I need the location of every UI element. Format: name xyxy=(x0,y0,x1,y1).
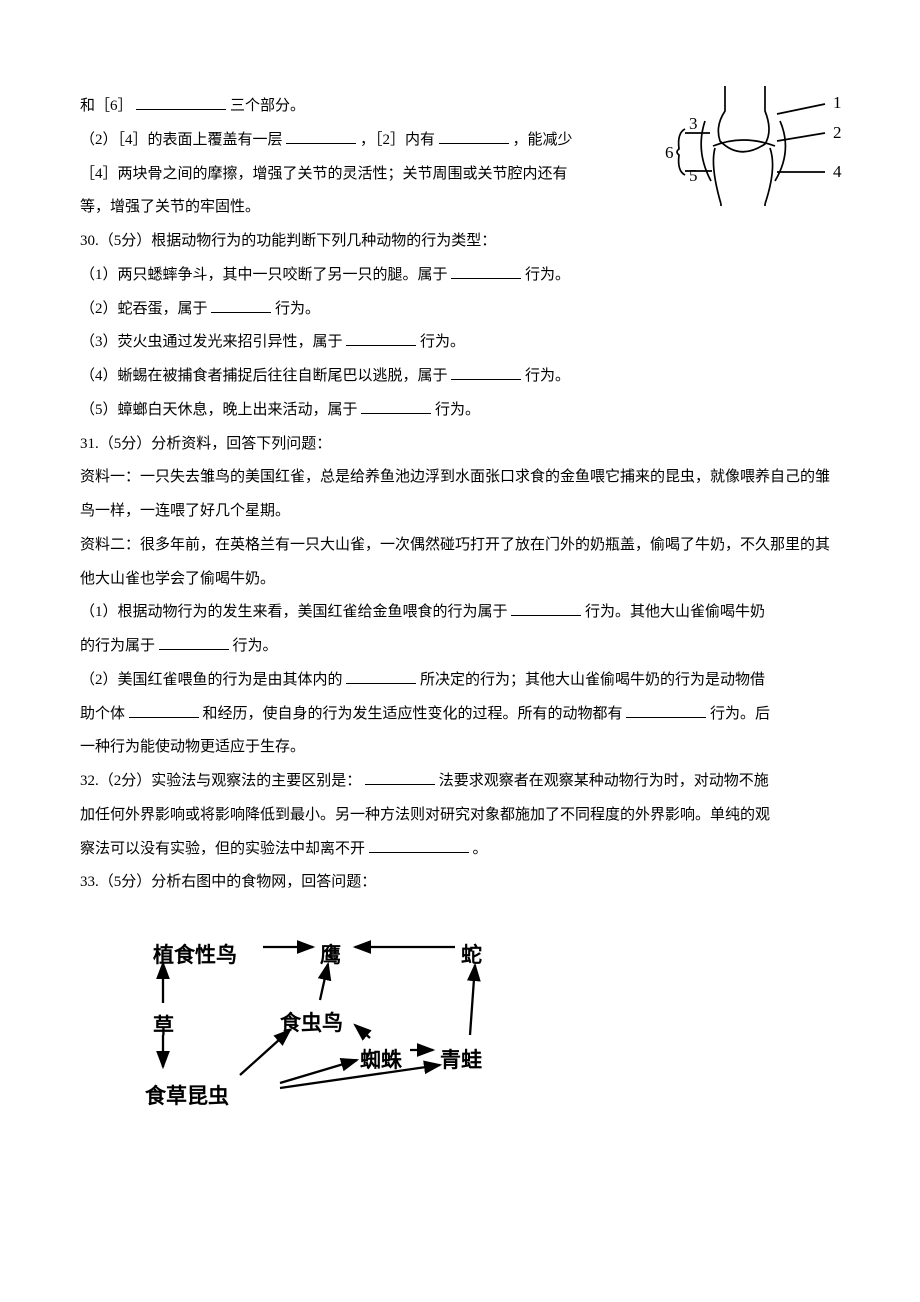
text: 行为。 xyxy=(435,402,480,418)
q32-item: 32.（2分）实验法与观察法的主要区别是： 法要求观察者在观察某种动物行为时，对… xyxy=(80,765,840,799)
q30-item: （3）荧火虫通过发光来招引异性，属于 行为。 xyxy=(80,326,840,360)
joint-label-2: 2 xyxy=(833,123,842,142)
text: （3）荧火虫通过发光来招引异性，属于 xyxy=(80,334,343,350)
q30-item: （2）蛇吞蛋，属于 行为。 xyxy=(80,293,840,327)
joint-diagram: 1 2 3 4 5 6 xyxy=(665,86,860,206)
text: 三个部分。 xyxy=(230,98,305,114)
text: 所决定的行为；其他大山雀偷喝牛奶的行为是动物借 xyxy=(420,672,765,688)
joint-svg: 1 2 3 4 5 6 xyxy=(665,86,860,206)
q31-item: （2）美国红雀喂鱼的行为是由其体内的 所决定的行为；其他大山雀偷喝牛奶的行为是动… xyxy=(80,664,840,698)
blank xyxy=(361,399,431,414)
fw-insectivore-bird: 食虫鸟 xyxy=(280,1000,343,1047)
text: （2）蛇吞蛋，属于 xyxy=(80,301,208,317)
blank xyxy=(346,669,416,684)
fw-grass: 草 xyxy=(153,1003,174,1050)
text: （1）根据动物行为的发生来看，美国红雀给金鱼喂食的行为属于 xyxy=(80,604,508,620)
joint-label-5: 5 xyxy=(689,166,698,185)
document-body: 和［6］ 三个部分。 （2）［4］的表面上覆盖有一层 ，［2］内有 ，能减少 ［… xyxy=(80,90,840,1100)
text: （2）美国红雀喂鱼的行为是由其体内的 xyxy=(80,672,343,688)
q31-material2: 资料二：很多年前，在英格兰有一只大山雀，一次偶然碰巧打开了放在门外的奶瓶盖，偷喝… xyxy=(80,529,840,597)
q31-item: 助个体 和经历，使自身的行为发生适应性变化的过程。所有的动物都有 行为。后 xyxy=(80,698,840,732)
q32-item: 加任何外界影响或将影响降低到最小。另一种方法则对研究对象都施加了不同程度的外界影… xyxy=(80,799,840,833)
text: 等，增强了关节的牢固性。 xyxy=(80,199,260,215)
joint-label-6: 6 xyxy=(665,143,674,162)
text: 行为。 xyxy=(275,301,320,317)
text: ［4］两块骨之间的摩擦，增强了关节的灵活性；关节周围或关节腔内还有 xyxy=(80,166,568,182)
joint-label-3: 3 xyxy=(689,114,698,133)
blank xyxy=(369,838,469,853)
blank xyxy=(159,635,229,650)
blank xyxy=(129,703,199,718)
fw-frog: 青蛙 xyxy=(440,1037,482,1084)
text: 的行为属于 xyxy=(80,638,155,654)
blank xyxy=(511,601,581,616)
text: 行为。其他大山雀偷喝牛奶 xyxy=(585,604,765,620)
text: 行为。 xyxy=(525,267,570,283)
food-web-diagram: 植食性鸟 鹰 蛇 草 食虫鸟 蜘蛛 青蛙 食草昆虫 xyxy=(145,925,505,1100)
blank xyxy=(211,298,271,313)
fw-spider: 蜘蛛 xyxy=(360,1037,402,1084)
blank xyxy=(626,703,706,718)
fw-snake: 蛇 xyxy=(461,932,482,979)
text: 察法可以没有实验，但的实验法中却离不开 xyxy=(80,841,365,857)
text: 助个体 xyxy=(80,706,125,722)
text: 和经历，使自身的行为发生适应性变化的过程。所有的动物都有 xyxy=(203,706,623,722)
q30-item: （4）蜥蜴在被捕食者捕捉后往往自断尾巴以逃脱，属于 行为。 xyxy=(80,360,840,394)
joint-label-1: 1 xyxy=(833,93,842,112)
blank xyxy=(439,129,509,144)
text: 。 xyxy=(473,841,488,857)
blank xyxy=(286,129,356,144)
q30-heading: 30.（5分）根据动物行为的功能判断下列几种动物的行为类型： xyxy=(80,225,840,259)
text: 和［6］ xyxy=(80,98,133,114)
blank xyxy=(451,365,521,380)
text: 行为。 xyxy=(525,368,570,384)
text: （2）［4］的表面上覆盖有一层 xyxy=(80,132,283,148)
blank xyxy=(136,95,226,110)
text: 行为。 xyxy=(233,638,278,654)
text: （4）蜥蜴在被捕食者捕捉后往往自断尾巴以逃脱，属于 xyxy=(80,368,448,384)
blank xyxy=(451,264,521,279)
q31-material1: 资料一：一只失去雏鸟的美国红雀，总是给养鱼池边浮到水面张口求食的金鱼喂它捕来的昆… xyxy=(80,461,840,529)
q31-item: 的行为属于 行为。 xyxy=(80,630,840,664)
text: （5）蟑螂白天休息，晚上出来活动，属于 xyxy=(80,402,358,418)
blank xyxy=(365,770,435,785)
q32-item: 察法可以没有实验，但的实验法中却离不开 。 xyxy=(80,833,840,867)
q31-item: （1）根据动物行为的发生来看，美国红雀给金鱼喂食的行为属于 行为。其他大山雀偷喝… xyxy=(80,596,840,630)
blank xyxy=(346,331,416,346)
q33-heading: 33.（5分）分析右图中的食物网，回答问题： xyxy=(80,866,840,900)
text: 32.（2分）实验法与观察法的主要区别是： xyxy=(80,773,361,789)
q31-heading: 31.（5分）分析资料，回答下列问题： xyxy=(80,428,840,462)
joint-label-4: 4 xyxy=(833,162,842,181)
fw-herbivore-insect: 食草昆虫 xyxy=(145,1073,229,1120)
q31-item: 一种行为能使动物更适应于生存。 xyxy=(80,731,840,765)
text: 法要求观察者在观察某种动物行为时，对动物不施 xyxy=(439,773,769,789)
q30-item: （5）蟑螂白天休息，晚上出来活动，属于 行为。 xyxy=(80,394,840,428)
q30-item: （1）两只蟋蟀争斗，其中一只咬断了另一只的腿。属于 行为。 xyxy=(80,259,840,293)
fw-hawk: 鹰 xyxy=(320,932,341,979)
text: （1）两只蟋蟀争斗，其中一只咬断了另一只的腿。属于 xyxy=(80,267,448,283)
text: ，［2］内有 xyxy=(360,132,435,148)
text: 行为。 xyxy=(420,334,465,350)
text: 行为。后 xyxy=(710,706,770,722)
fw-herbivore-bird: 植食性鸟 xyxy=(153,932,237,979)
text: ，能减少 xyxy=(513,132,573,148)
